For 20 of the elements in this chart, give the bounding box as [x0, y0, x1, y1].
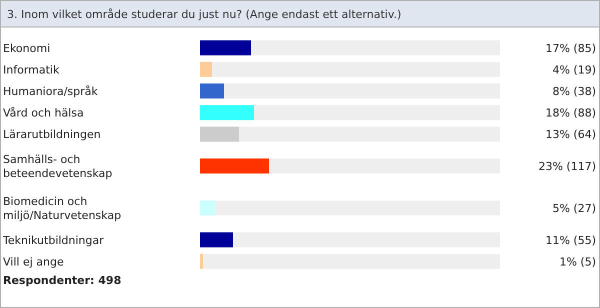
y-tick-label: Biomedicin och miljö/Naturvetenskap: [3, 195, 122, 222]
y-tick-label: Vill ej ange: [3, 255, 64, 268]
y-tick-label: Informatik: [3, 63, 60, 76]
y-tick-label: Vård och hälsa: [3, 106, 84, 120]
data-label: 4% (19): [552, 63, 596, 76]
y-tick-label: Samhälls- och beteendevetenskap: [3, 153, 112, 180]
data-label: 8% (38): [552, 85, 596, 98]
data-label: 13% (64): [545, 128, 596, 142]
y-tick-label: Teknikutbildningar: [2, 234, 104, 247]
text: Respondenter: 498: [3, 274, 122, 288]
data-label: 17% (85): [545, 42, 596, 55]
y-tick-label: Ekonomi: [3, 42, 50, 55]
chart-title: 3. Inom vilket område studerar du just nu? (Ange endast ett alternativ.): [7, 8, 402, 21]
data-label: 1% (5): [559, 255, 596, 268]
data-label: 18% (88): [545, 106, 596, 120]
y-tick-label: Humaniora/språk: [3, 85, 98, 98]
data-label: 23% (117): [538, 160, 596, 173]
data-label: 5% (27): [552, 202, 596, 215]
data-label: 11% (55): [545, 234, 596, 247]
y-tick-label: Lärarutbildningen: [3, 128, 101, 142]
